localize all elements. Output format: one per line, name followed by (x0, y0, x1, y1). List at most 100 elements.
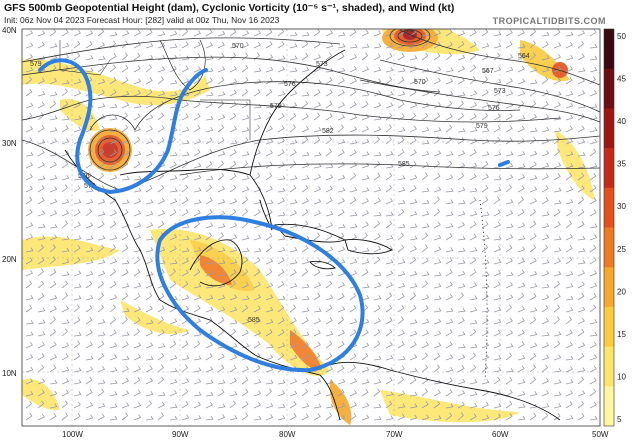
wind-barb (193, 187, 202, 193)
wind-barb (541, 304, 549, 313)
wind-barb (37, 101, 45, 109)
wind-barb (109, 115, 118, 121)
wind-barb (337, 161, 345, 169)
wind-barb (73, 29, 81, 37)
wind-barb (469, 343, 478, 349)
wind-barb (25, 42, 34, 49)
wind-barb (289, 269, 297, 277)
wind-barb (385, 415, 394, 421)
wind-barb (445, 247, 454, 253)
wind-barb (361, 197, 369, 205)
wind-barb (445, 412, 453, 421)
wind-barb (49, 234, 58, 241)
wind-barb (229, 172, 237, 181)
wind-barb (229, 222, 238, 229)
wind-barb (577, 152, 586, 157)
wind-barb (61, 29, 69, 37)
wind-barb (409, 55, 418, 61)
wind-barb (457, 210, 466, 217)
wind-barb (433, 172, 441, 181)
wind-barb (349, 196, 357, 205)
wind-barb (301, 220, 309, 229)
wind-barb (301, 91, 310, 97)
wind-barb (73, 175, 82, 181)
wind-barb (445, 403, 454, 409)
wind-barb (157, 42, 166, 49)
wind-barb (289, 222, 298, 229)
wind-barb (169, 245, 177, 253)
wind-barb (409, 367, 418, 373)
wind-barb (577, 163, 586, 169)
wind-barb (229, 112, 237, 121)
colorbar-tick-label: 40 (617, 117, 626, 126)
contour-label: 570 (232, 43, 244, 50)
wind-barb (37, 331, 46, 337)
wind-barb (457, 100, 464, 109)
wind-barb (373, 90, 382, 97)
wind-barb (313, 390, 322, 397)
wind-barb (169, 233, 177, 241)
wind-barb (565, 138, 574, 145)
wind-barb (325, 100, 333, 109)
wind-barb (181, 235, 190, 241)
wind-barb (421, 172, 428, 181)
wind-barb (181, 29, 189, 37)
wind-barb (505, 257, 513, 265)
wind-barb (205, 366, 214, 373)
wind-barb (109, 89, 117, 97)
wind-barb (589, 415, 598, 421)
wind-barb (145, 342, 154, 349)
wind-barb (49, 29, 57, 37)
wind-barb (193, 149, 201, 157)
wind-barb (133, 402, 142, 409)
wind-barb (97, 352, 105, 361)
wind-barb (253, 114, 262, 121)
wind-barb (61, 198, 70, 205)
wind-barb (109, 415, 118, 421)
wind-barb (133, 328, 140, 337)
wind-barb (229, 342, 238, 349)
colorbar-swatch (604, 227, 614, 268)
wind-barb (25, 391, 34, 397)
wind-barb (169, 151, 178, 157)
wind-barb (397, 355, 406, 361)
wind-barb (193, 199, 202, 205)
wind-barb (505, 29, 513, 37)
wind-barb (433, 136, 440, 145)
wind-barb (409, 391, 418, 397)
wind-barb (313, 89, 321, 97)
wind-barb (205, 137, 213, 145)
wind-barb (397, 304, 405, 313)
wind-barb (109, 379, 118, 385)
wind-barb (433, 52, 441, 61)
wind-barb (157, 329, 165, 337)
wind-barb (205, 115, 214, 121)
wind-barb (121, 90, 130, 97)
wind-barb (61, 42, 70, 49)
wind-barb (373, 233, 381, 241)
wind-barb (85, 280, 93, 289)
wind-barb (49, 100, 57, 109)
wind-barb (157, 90, 166, 97)
wind-barb (493, 403, 502, 409)
wind-barb (145, 292, 153, 301)
wind-barb (49, 43, 58, 49)
wind-barb (265, 125, 273, 133)
wind-barb (85, 402, 94, 409)
wind-barb (241, 295, 250, 301)
wind-barb (421, 112, 429, 121)
wind-barb (493, 151, 502, 157)
wind-barb (205, 160, 213, 169)
wind-barb (373, 388, 381, 397)
wind-barb (517, 305, 525, 313)
wind-barb (373, 53, 381, 61)
wind-barb (469, 127, 478, 133)
wind-barb (25, 304, 33, 313)
wind-barb (565, 41, 573, 49)
wind-barb (373, 416, 382, 421)
wind-barb (97, 211, 106, 217)
wind-barb (217, 30, 226, 37)
wind-barb (337, 223, 346, 229)
wind-barb (541, 89, 549, 97)
wind-barb (433, 77, 441, 85)
